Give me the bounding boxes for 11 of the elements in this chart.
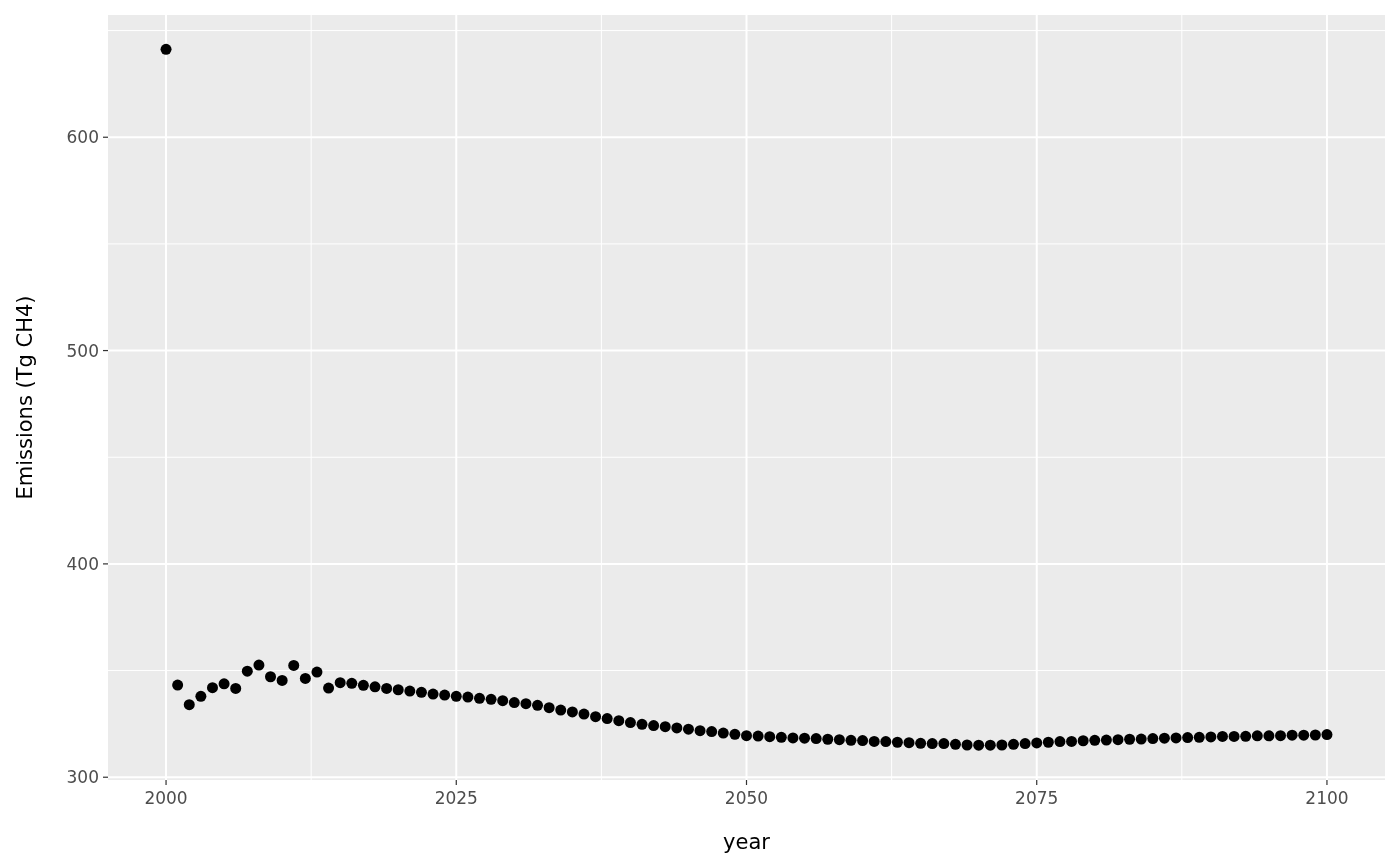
y-tick-label: 300	[66, 767, 99, 788]
y-tick-label: 500	[66, 340, 99, 361]
y-axis-title: Emissions (Tg CH4)	[13, 295, 37, 500]
y-tick-label: 400	[66, 553, 99, 574]
x-tick-label: 2000	[144, 788, 188, 808]
x-tick-label: 2075	[1015, 788, 1059, 808]
x-axis-title: year	[723, 830, 771, 854]
x-tick-label: 2025	[434, 788, 478, 808]
x-tick-label: 2050	[724, 788, 769, 808]
y-tick-label: 600	[66, 127, 99, 148]
x-tick-label: 2100	[1305, 788, 1349, 808]
